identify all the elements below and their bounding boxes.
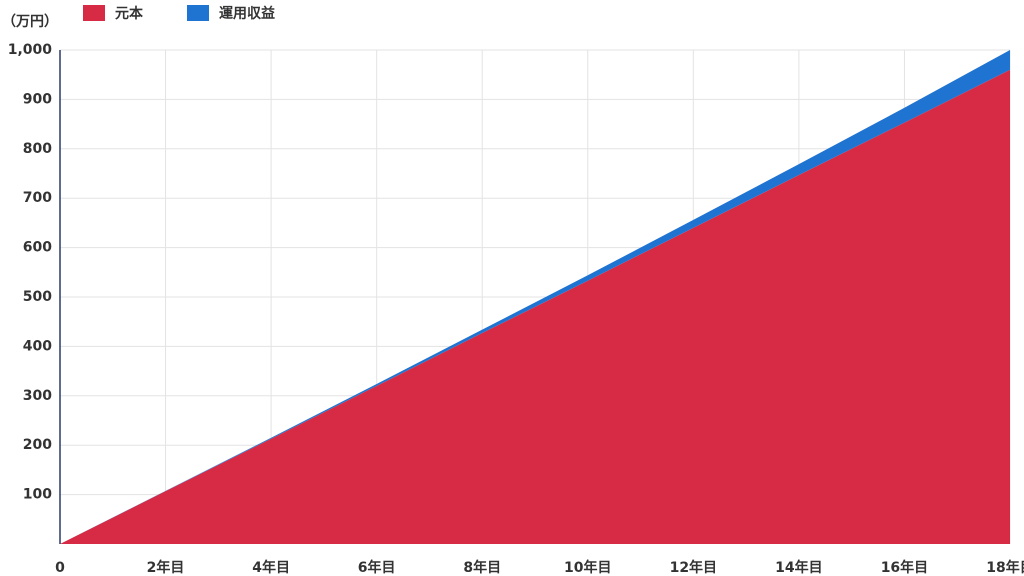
x-tick-label: 12年目: [670, 559, 717, 576]
legend-swatch: [187, 5, 209, 21]
y-tick-label: 400: [23, 338, 52, 354]
x-tick-label: 2年目: [147, 559, 185, 576]
y-tick-label: 900: [23, 91, 52, 107]
y-tick-label: 800: [23, 141, 52, 157]
legend-label: 元本: [115, 5, 144, 22]
y-tick-label: 300: [23, 388, 52, 404]
y-tick-label: 700: [23, 190, 52, 206]
y-tick-label: 200: [23, 437, 52, 453]
y-unit-label: （万円）: [2, 14, 58, 30]
legend-swatch: [83, 5, 105, 21]
x-tick-label: 8年目: [463, 559, 501, 576]
y-tick-label: 600: [23, 240, 52, 256]
x-tick-label: 18年目: [986, 559, 1024, 576]
y-tick-label: 500: [23, 289, 52, 305]
x-tick-label: 0: [55, 560, 65, 576]
y-tick-label: 1,000: [8, 42, 53, 58]
y-tick-label: 100: [23, 487, 52, 503]
x-tick-label: 6年目: [358, 559, 396, 576]
x-tick-label: 16年目: [881, 559, 928, 576]
x-tick-label: 10年目: [564, 559, 611, 576]
x-tick-label: 4年目: [252, 559, 290, 576]
legend-label: 運用収益: [219, 5, 275, 22]
x-tick-label: 14年目: [775, 559, 822, 576]
